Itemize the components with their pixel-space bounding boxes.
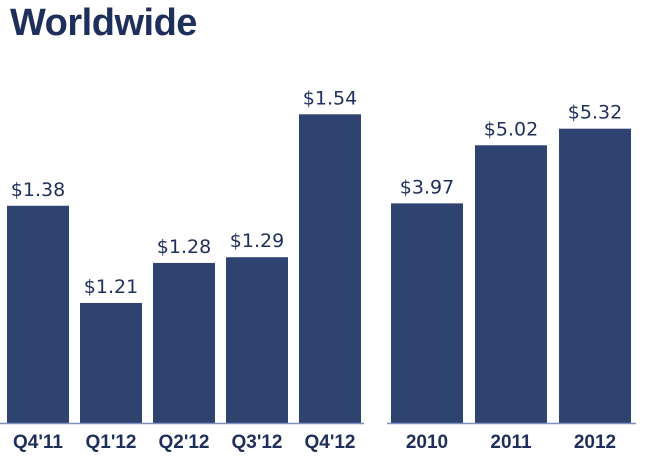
bar-2010: [391, 203, 463, 423]
bar-q412: [299, 114, 361, 424]
quarterly-panel: $1.38 Q4'11 $1.21 Q1'12 $1.28 Q2'12 $1.29 Q3'12…: [0, 87, 364, 453]
value-label-2012: $5.32: [568, 102, 622, 124]
tick-label-q312: Q3'12: [232, 432, 283, 453]
bar-q112: [80, 302, 142, 423]
value-label-q212: $1.28: [157, 236, 211, 258]
value-label-q412: $1.54: [303, 87, 357, 109]
bar-2011: [475, 145, 547, 423]
bar-q212: [153, 262, 215, 423]
value-label-q112: $1.21: [84, 276, 138, 298]
tick-label-q112: Q1'12: [86, 432, 137, 453]
page-title: Worldwide: [10, 2, 197, 44]
tick-label-2011: 2011: [490, 432, 532, 453]
yearly-panel: $3.97 2010 $5.02 2011 $5.32 2012: [387, 102, 636, 453]
tick-label-q412: Q4'12: [305, 432, 356, 453]
tick-label-q212: Q2'12: [159, 432, 210, 453]
value-label-q312: $1.29: [230, 230, 284, 252]
bar-q411: [7, 205, 69, 423]
tick-label-2010: 2010: [406, 432, 448, 453]
bar-2012: [559, 128, 631, 423]
value-label-q411: $1.38: [11, 179, 65, 201]
value-label-2011: $5.02: [484, 118, 538, 140]
tick-label-q411: Q4'11: [13, 432, 63, 453]
bar-q312: [226, 257, 288, 423]
tick-label-2012: 2012: [574, 432, 616, 453]
value-label-2010: $3.97: [400, 176, 454, 198]
